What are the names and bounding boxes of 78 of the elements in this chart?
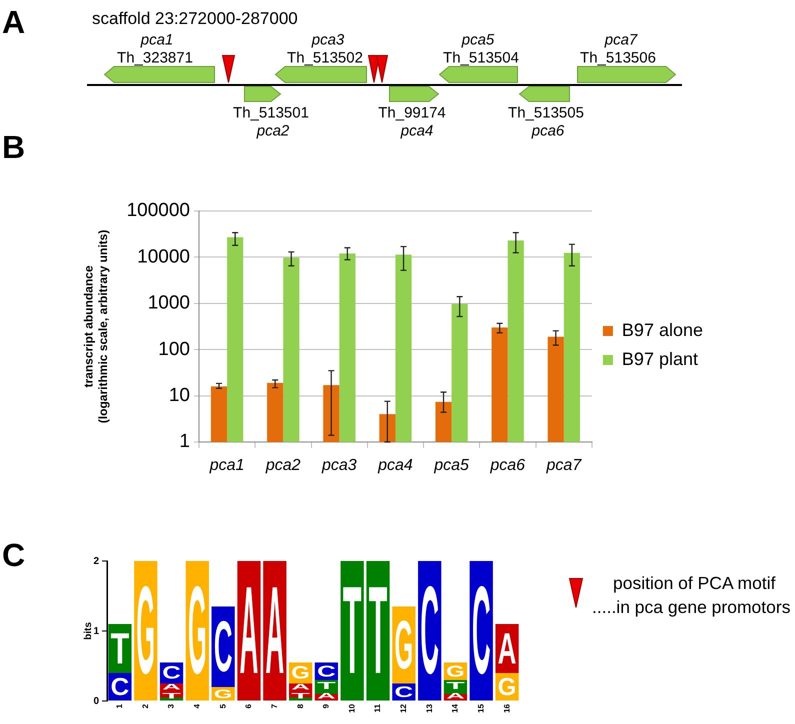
text: pca1 bbox=[140, 31, 174, 49]
data-label: T bbox=[368, 562, 388, 701]
text: Th_513502 bbox=[287, 49, 363, 67]
y-tick-label: 10 bbox=[168, 385, 190, 406]
x-tick-label: 5 bbox=[218, 703, 228, 708]
y-tick-label: 2 bbox=[93, 556, 100, 567]
data-label: G bbox=[188, 562, 207, 701]
x-tick-label: pca1 bbox=[208, 457, 244, 474]
data-label: G bbox=[291, 663, 310, 683]
data-label: G bbox=[394, 606, 414, 684]
text: Th_99174 bbox=[378, 104, 446, 122]
x-tick-label: 8 bbox=[296, 703, 305, 708]
text: scaffold 23:272000-287000 bbox=[92, 9, 298, 29]
data-label: G bbox=[214, 688, 232, 702]
data-label: T bbox=[446, 680, 465, 692]
legend-label: B97 plant bbox=[622, 348, 698, 369]
y-axis-title: bits bbox=[82, 622, 94, 640]
text: Th_513504 bbox=[443, 49, 519, 67]
x-tick-label: 12 bbox=[399, 703, 408, 713]
x-tick-label: 7 bbox=[270, 703, 279, 708]
y-tick-label: 100 bbox=[158, 338, 190, 360]
text: Th_513501 bbox=[233, 104, 309, 122]
x-tick-label: 2 bbox=[140, 703, 150, 708]
y-tick-label: 1 bbox=[93, 626, 100, 637]
x-tick-label: 3 bbox=[166, 703, 176, 708]
data-label: T bbox=[342, 562, 362, 701]
x-tick-label: pca3 bbox=[320, 457, 357, 474]
x-tick-label: pca6 bbox=[489, 457, 526, 474]
data-label: A bbox=[265, 562, 284, 701]
text: Th_323871 bbox=[117, 49, 193, 67]
data-label: T bbox=[317, 680, 336, 692]
data-label: A bbox=[240, 562, 258, 701]
x-tick-label: 11 bbox=[373, 703, 382, 712]
data-label: C bbox=[162, 662, 181, 683]
x-tick-label: 1 bbox=[115, 703, 124, 708]
data-label: A bbox=[498, 624, 516, 674]
y-axis-title: transcript abundance (logarithmic scale, arbitrary units) bbox=[82, 230, 110, 424]
y-tick-label: 10000 bbox=[137, 246, 190, 268]
data-label: C bbox=[317, 662, 336, 680]
text: pca5 bbox=[462, 31, 494, 49]
text: pca6 bbox=[532, 122, 564, 140]
data-label: G bbox=[136, 562, 156, 701]
data-label: C bbox=[110, 674, 130, 701]
text: Th_513506 bbox=[580, 49, 656, 67]
text: pca4 bbox=[400, 122, 434, 140]
text: pca3 bbox=[312, 31, 344, 49]
legend-label: B97 alone bbox=[622, 320, 704, 340]
chart-title: B bbox=[2, 129, 26, 166]
data-label: T bbox=[110, 624, 130, 673]
y-tick-label: 1000 bbox=[148, 292, 190, 314]
text: pca7 bbox=[604, 31, 638, 49]
x-tick-label: pca7 bbox=[546, 457, 582, 474]
data-label: C bbox=[472, 562, 491, 701]
text: position of PCA motif bbox=[613, 572, 776, 594]
chart-title: C bbox=[2, 537, 26, 574]
data-label: C bbox=[394, 684, 414, 701]
text: A bbox=[2, 4, 26, 41]
text: Th_513505 bbox=[508, 104, 584, 122]
data-label: G bbox=[498, 674, 516, 702]
x-tick-label: 16 bbox=[502, 703, 512, 713]
data-label: C bbox=[214, 607, 232, 688]
data-label: C bbox=[420, 562, 439, 701]
x-tick-label: 6 bbox=[244, 703, 254, 708]
x-tick-label: pca5 bbox=[433, 457, 470, 474]
x-tick-label: 4 bbox=[192, 703, 202, 708]
y-tick-label: 0 bbox=[93, 696, 100, 707]
x-tick-label: 9 bbox=[322, 703, 331, 708]
y-tick-label: 100000 bbox=[126, 200, 190, 222]
text: .....in pca gene promotors bbox=[592, 596, 790, 618]
y-tick-label: 1 bbox=[179, 431, 190, 452]
text: pca2 bbox=[256, 122, 290, 140]
x-tick-label: 14 bbox=[450, 703, 460, 713]
x-tick-label: 15 bbox=[476, 703, 486, 713]
x-tick-label: pca2 bbox=[264, 457, 301, 474]
x-tick-label: pca4 bbox=[377, 457, 413, 474]
x-tick-label: 10 bbox=[347, 703, 356, 713]
data-label: G bbox=[446, 663, 465, 680]
x-tick-label: 13 bbox=[424, 703, 434, 713]
